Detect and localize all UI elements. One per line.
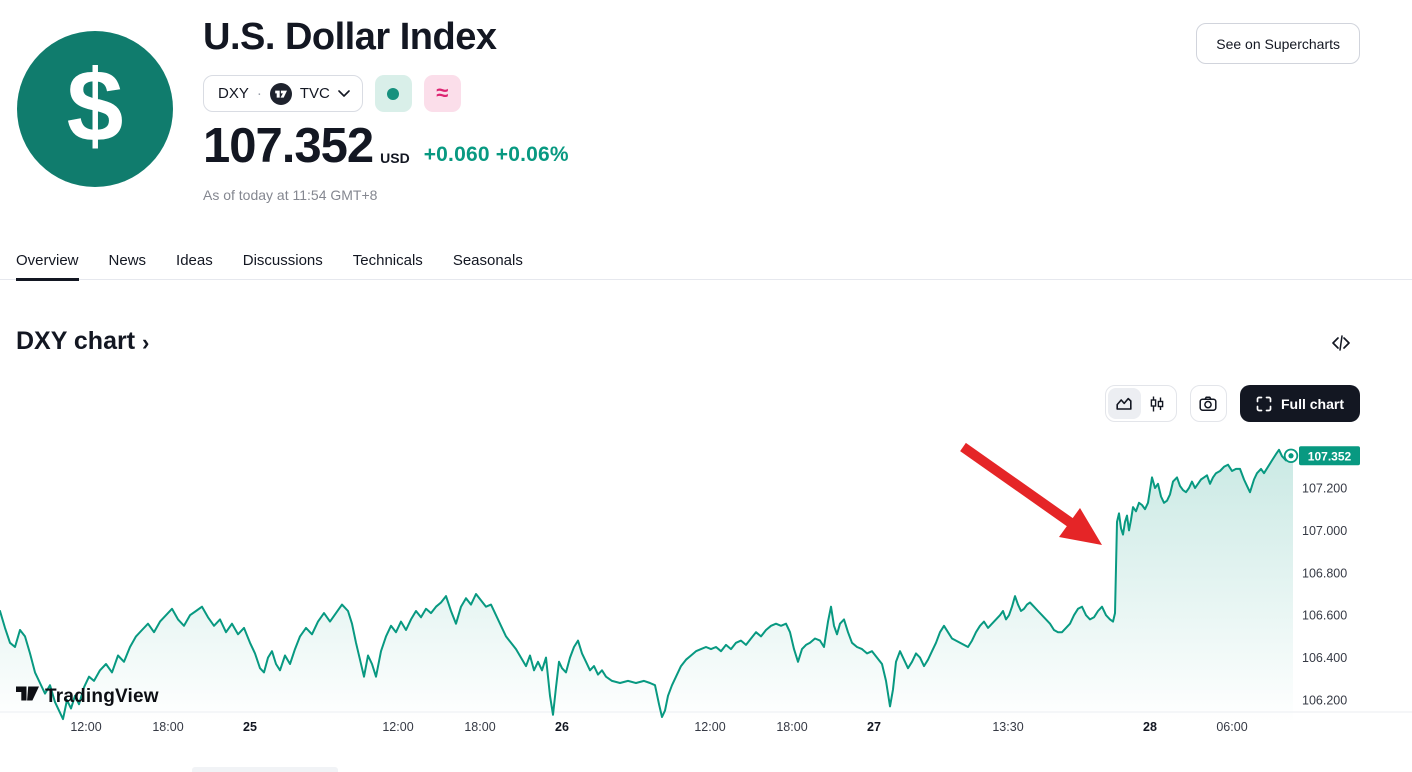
annotation-arrow-head bbox=[1059, 508, 1102, 545]
last-price-marker-dot bbox=[1288, 453, 1294, 459]
y-axis-tick-label: 106.200 bbox=[1302, 694, 1347, 708]
y-axis-tick-label: 106.800 bbox=[1302, 566, 1347, 580]
last-price-badge bbox=[1299, 446, 1360, 466]
chevron-down-icon bbox=[338, 90, 350, 97]
approx-icon: ≈ bbox=[436, 79, 449, 105]
x-axis-tick-label: 12:00 bbox=[382, 720, 413, 734]
price-change-pct: +0.06% bbox=[495, 142, 569, 166]
symbol-row: DXY · TVC ≈ bbox=[203, 75, 461, 112]
annotation-arrow-shaft bbox=[960, 442, 1074, 528]
tab-news[interactable]: News bbox=[108, 252, 147, 269]
tab-discussions[interactable]: Discussions bbox=[242, 252, 323, 269]
y-axis-tick-label: 107.000 bbox=[1302, 524, 1347, 538]
tab-seasonals[interactable]: Seasonals bbox=[452, 252, 523, 269]
camera-icon bbox=[1199, 395, 1218, 411]
y-axis-tick-label: 106.400 bbox=[1302, 651, 1347, 665]
tab-technicals[interactable]: Technicals bbox=[352, 252, 423, 269]
last-price: 107.352 bbox=[203, 119, 374, 173]
price-row: 107.352 USD +0.060 +0.06% bbox=[203, 119, 569, 174]
price-change-abs: +0.060 bbox=[423, 142, 490, 166]
chart-area: 107.200 107.000 106.800 106.600 106.400 106.2… bbox=[0, 435, 1412, 751]
price-area-fill bbox=[0, 449, 1293, 723]
as-of-timestamp: As of today at 11:54 GMT+8 bbox=[203, 187, 378, 203]
below-fold-element bbox=[192, 767, 338, 772]
market-open-badge[interactable] bbox=[374, 75, 412, 112]
code-icon bbox=[1332, 335, 1350, 351]
see-on-supercharts-button[interactable]: See on Supercharts bbox=[1196, 23, 1360, 64]
dxy-chart-heading-link[interactable]: DXY chart › bbox=[16, 327, 149, 356]
x-axis-tick-label: 06:00 bbox=[1216, 720, 1247, 734]
watermark-text: TradingView bbox=[45, 685, 159, 707]
x-axis-tick-label: 18:00 bbox=[776, 720, 807, 734]
area-chart-icon bbox=[1116, 397, 1133, 410]
symbol-selector-button[interactable]: DXY · TVC bbox=[203, 75, 363, 112]
page-title: U.S. Dollar Index bbox=[203, 16, 497, 58]
candles-icon bbox=[1151, 396, 1164, 411]
market-status-dot-icon bbox=[387, 87, 400, 100]
tab-ideas[interactable]: Ideas bbox=[176, 252, 213, 269]
x-axis-tick-label: 18:00 bbox=[464, 720, 495, 734]
chart-type-switcher bbox=[1104, 385, 1177, 422]
dollar-sign-icon: $ bbox=[66, 49, 124, 163]
x-axis-tick-label: 12:00 bbox=[70, 720, 101, 734]
x-axis-tick-label: 25 bbox=[243, 720, 257, 734]
chevron-right-icon: › bbox=[142, 330, 150, 355]
approx-price-badge[interactable]: ≈ bbox=[423, 75, 461, 112]
full-chart-label: Full chart bbox=[1280, 395, 1344, 412]
x-axis-tick-label: 13:30 bbox=[992, 720, 1023, 734]
tradingview-mark-icon bbox=[16, 686, 39, 701]
embed-code-button[interactable] bbox=[1329, 331, 1353, 355]
symbol-separator: · bbox=[256, 85, 262, 102]
x-axis-tick-label: 26 bbox=[555, 720, 569, 734]
snapshot-button[interactable] bbox=[1189, 385, 1227, 422]
price-change: +0.060 +0.06% bbox=[424, 143, 569, 174]
x-axis-tick-label: 27 bbox=[867, 720, 881, 734]
y-axis-tick-label: 106.600 bbox=[1302, 609, 1347, 623]
full-chart-button[interactable]: Full chart bbox=[1239, 385, 1360, 422]
area-chart-type-button[interactable] bbox=[1107, 388, 1141, 419]
symbol-code: DXY bbox=[218, 85, 249, 102]
chart-toolbar: Full chart bbox=[1104, 385, 1360, 422]
fullscreen-icon bbox=[1256, 396, 1272, 411]
dxy-area-chart[interactable]: 107.200 107.000 106.800 106.600 106.400 106.2… bbox=[0, 435, 1412, 751]
last-price-badge-label: 107.352 bbox=[1308, 449, 1352, 463]
exchange-code: TVC bbox=[299, 85, 330, 102]
symbol-tabs: Overview News Ideas Discussions Technicals Se… bbox=[0, 246, 1412, 281]
candles-chart-type-button[interactable] bbox=[1141, 388, 1174, 419]
price-line bbox=[0, 448, 1294, 721]
instrument-logo: $ bbox=[17, 31, 173, 187]
y-axis-tick-label: 107.200 bbox=[1302, 482, 1347, 496]
tab-overview[interactable]: Overview bbox=[16, 246, 79, 281]
x-axis-tick-label: 28 bbox=[1143, 720, 1157, 734]
section-title: DXY chart bbox=[16, 327, 136, 355]
x-axis-tick-label: 18:00 bbox=[152, 720, 183, 734]
tradingview-watermark: TradingView bbox=[16, 685, 159, 708]
tradingview-logo-icon bbox=[269, 82, 292, 105]
x-axis-tick-label: 12:00 bbox=[694, 720, 725, 734]
price-currency: USD bbox=[380, 149, 410, 166]
